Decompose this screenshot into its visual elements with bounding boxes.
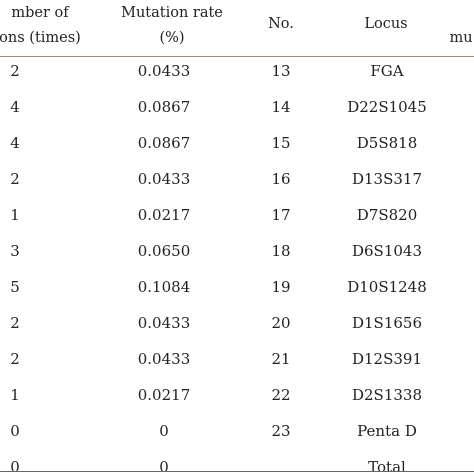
cell-count: 0 (10, 458, 20, 474)
cell-count: 4 (10, 134, 20, 152)
cell-count: 0 (10, 422, 20, 440)
cell-count: 3 (10, 242, 20, 260)
cell-rate: 0 (159, 458, 169, 474)
cell-rate: 0.0433 (137, 170, 191, 188)
cell-locus: D13S317 (351, 170, 423, 188)
cell-count: 1 (10, 206, 20, 224)
cell-count: 2 (10, 170, 20, 188)
cell-locus: Total (368, 458, 406, 474)
cell-locus: Penta D (357, 422, 417, 440)
cell-rate: 0.0217 (137, 386, 191, 404)
cell-no: 22 (271, 386, 291, 404)
cell-locus: D10S1248 (347, 278, 427, 296)
header-rate-line1: Mutation rate (121, 5, 223, 21)
cell-no: 15 (271, 134, 291, 152)
cell-no: 13 (271, 62, 291, 80)
cell-locus: D12S391 (351, 350, 423, 368)
cell-count: 2 (10, 62, 20, 80)
header-locus: Locus (364, 16, 408, 32)
cell-locus: D7S820 (356, 206, 418, 224)
cell-locus: D6S1043 (351, 242, 423, 260)
cell-rate: 0.1084 (137, 278, 191, 296)
header-count-line2: ons (times) (0, 30, 81, 46)
cell-rate: 0.0433 (137, 62, 191, 80)
cell-rate: 0.0650 (137, 242, 191, 260)
header-rule (0, 56, 474, 57)
cell-rate: 0.0867 (137, 134, 191, 152)
cell-no: 19 (271, 278, 291, 296)
cell-count: 2 (10, 350, 20, 368)
header-rate-line2: (%) (159, 30, 185, 46)
cell-locus: D1S1656 (351, 314, 423, 332)
cell-no: 17 (271, 206, 291, 224)
header-clipped: mu (449, 30, 473, 46)
cell-locus: D22S1045 (347, 98, 427, 116)
cell-locus: D5S818 (356, 134, 418, 152)
cell-rate: 0.0217 (137, 206, 191, 224)
cell-locus: FGA (370, 62, 404, 80)
cell-count: 4 (10, 98, 20, 116)
cell-no: 21 (271, 350, 291, 368)
cell-count: 2 (10, 314, 20, 332)
cell-no: 18 (271, 242, 291, 260)
cell-rate: 0 (159, 422, 169, 440)
cell-no: 16 (271, 170, 291, 188)
cell-rate: 0.0433 (137, 314, 191, 332)
cell-no: 14 (271, 98, 291, 116)
cell-no: 23 (271, 422, 291, 440)
cell-rate: 0.0433 (137, 350, 191, 368)
header-count-line1: mber of (11, 5, 69, 21)
header-no: No. (268, 16, 294, 32)
bottom-rule (0, 471, 474, 472)
cell-no: 20 (271, 314, 291, 332)
cell-count: 1 (10, 386, 20, 404)
cell-locus: D2S1338 (351, 386, 423, 404)
cell-count: 5 (10, 278, 20, 296)
cell-rate: 0.0867 (137, 98, 191, 116)
